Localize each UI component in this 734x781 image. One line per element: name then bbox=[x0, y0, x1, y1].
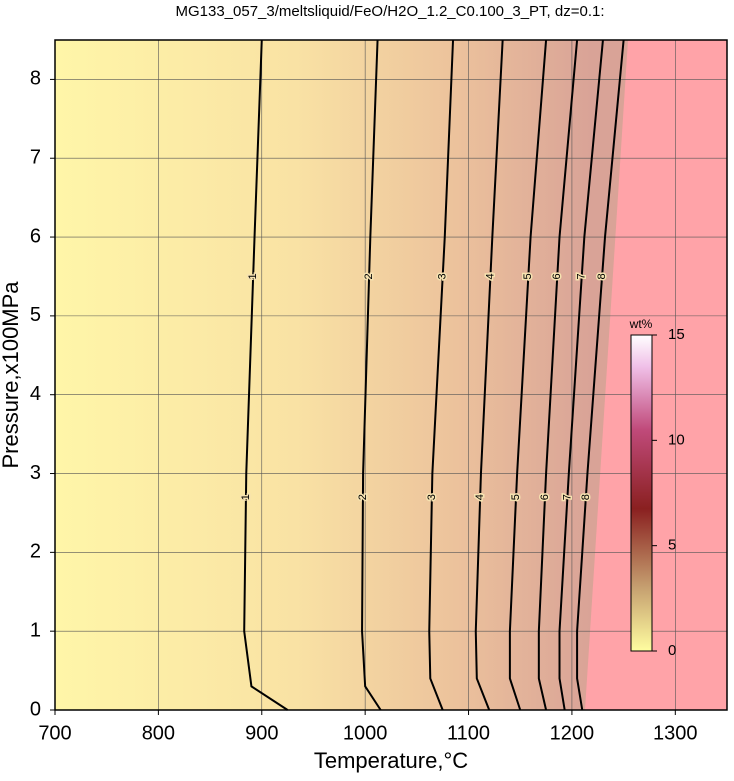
contour-line bbox=[508, 39, 548, 711]
colorbar-tick-label: 0 bbox=[668, 642, 676, 659]
y-tick-label: 1 bbox=[30, 619, 41, 641]
contour-label: 8 bbox=[596, 273, 608, 279]
contour-label: 4 bbox=[474, 494, 486, 500]
x-tick-label: 900 bbox=[245, 722, 278, 744]
colorbar-label: wt% bbox=[629, 317, 653, 331]
contour-label: 2 bbox=[363, 273, 375, 279]
contour-label: 5 bbox=[522, 273, 534, 279]
contour-line bbox=[243, 39, 289, 711]
contour-label: 6 bbox=[551, 273, 563, 279]
y-tick-label: 2 bbox=[30, 541, 41, 563]
y-tick-label: 6 bbox=[30, 225, 41, 247]
contour-line bbox=[428, 39, 455, 711]
contour-label: 5 bbox=[510, 494, 522, 500]
y-tick-label: 8 bbox=[30, 68, 41, 90]
x-tick-label: 1100 bbox=[447, 722, 490, 744]
y-axis-label: Pressure,x100MPa bbox=[0, 281, 23, 469]
y-tick-label: 7 bbox=[30, 147, 41, 169]
contour-label: 3 bbox=[426, 494, 438, 500]
saturated-region bbox=[585, 40, 727, 710]
x-tick-label: 1300 bbox=[653, 722, 698, 744]
x-tick-label: 800 bbox=[142, 722, 175, 744]
x-tick-label: 1200 bbox=[550, 722, 595, 744]
contour-label: 2 bbox=[357, 494, 369, 500]
contour-label: 3 bbox=[437, 273, 449, 279]
y-tick-label: 5 bbox=[30, 304, 41, 326]
contour-label: 8 bbox=[580, 494, 592, 500]
y-tick-label: 4 bbox=[30, 383, 41, 405]
x-tick-label: 1000 bbox=[343, 722, 388, 744]
x-tick-label: 700 bbox=[38, 722, 71, 744]
colorbar-tick-label: 5 bbox=[668, 537, 676, 554]
colorbar bbox=[630, 334, 653, 652]
contour-line bbox=[558, 39, 604, 711]
x-axis-label: Temperature,°C bbox=[314, 748, 468, 773]
contour-line bbox=[474, 39, 504, 711]
chart-title: MG133_057_3/meltsliquid/FeO/H2O_1.2_C0.1… bbox=[175, 3, 604, 20]
contour-label: 6 bbox=[539, 494, 551, 500]
colorbar-tick-label: 10 bbox=[668, 431, 685, 448]
contour-label: 1 bbox=[240, 494, 252, 500]
contour-label: 7 bbox=[561, 494, 573, 500]
contour-line bbox=[361, 39, 382, 711]
contour-line bbox=[537, 39, 579, 711]
plot-frame bbox=[54, 39, 728, 711]
colorbar-tick-label: 15 bbox=[668, 326, 685, 343]
contour-label: 1 bbox=[247, 273, 259, 279]
contour-label: 4 bbox=[484, 273, 496, 279]
contour-line bbox=[576, 39, 625, 711]
contour-label: 7 bbox=[576, 273, 588, 279]
y-tick-label: 3 bbox=[30, 462, 41, 484]
y-tick-label: 0 bbox=[30, 698, 41, 720]
